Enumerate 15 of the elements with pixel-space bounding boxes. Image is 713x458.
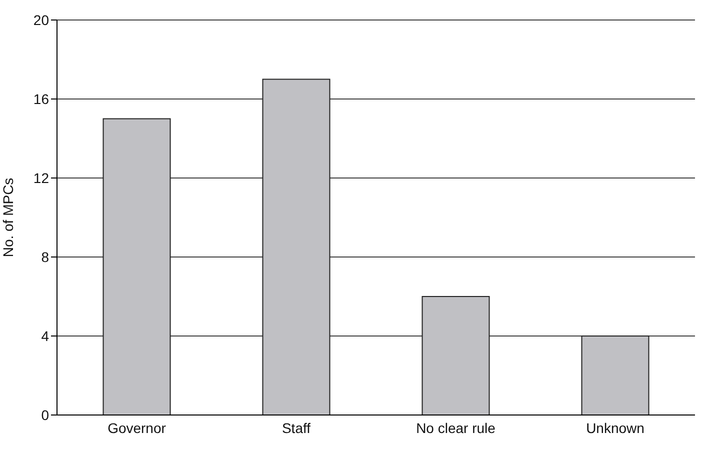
bar — [262, 78, 330, 415]
bar — [102, 118, 171, 415]
x-tick-label: No clear rule — [416, 420, 496, 436]
x-tick-label: Unknown — [586, 420, 644, 436]
bar — [422, 296, 490, 415]
y-tick-label: 16 — [33, 90, 50, 107]
y-tick-label: 12 — [33, 170, 50, 186]
y-axis-title: No. of MPCs — [0, 178, 16, 258]
y-tick-label: 4 — [41, 328, 50, 344]
y-tick-label: 8 — [41, 248, 50, 265]
x-tick-label: Governor — [108, 420, 166, 436]
x-tick-label: Staff — [282, 420, 311, 436]
y-tick-label: 20 — [33, 12, 50, 28]
y-tick-label: 0 — [41, 406, 50, 423]
bar — [581, 336, 650, 415]
